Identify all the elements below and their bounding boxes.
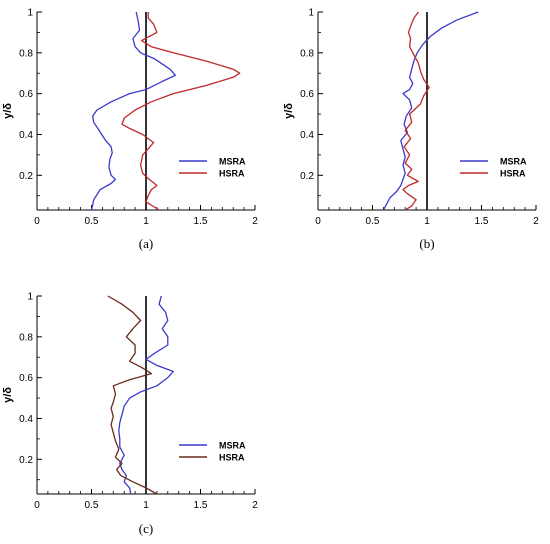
x-tick-label: 1 <box>143 500 149 511</box>
x-tick-label: 0.5 <box>85 216 99 227</box>
y-tick-label: 0.2 <box>19 171 33 182</box>
y-tick-label: 1 <box>27 292 33 303</box>
y-tick-label: 1 <box>308 8 314 19</box>
series-line-msra <box>118 295 174 495</box>
x-tick-label: 0 <box>34 500 40 511</box>
y-tick-label: 0.6 <box>19 89 33 100</box>
legend-label-hsra: HSRA <box>219 453 245 463</box>
y-tick-label: 0.2 <box>300 171 314 182</box>
panel-caption: (a) <box>139 236 153 251</box>
series-line-hsra <box>107 295 158 495</box>
panel-caption: (c) <box>139 521 153 536</box>
x-tick-label: 1.5 <box>194 216 208 227</box>
x-tick-label: 1.5 <box>475 216 489 227</box>
series-line-hsra <box>402 11 430 211</box>
y-axis-label: y/δ <box>2 387 14 403</box>
y-tick-label: 0.8 <box>19 332 33 343</box>
legend-label-msra: MSRA <box>500 157 527 167</box>
y-tick-label: 0.6 <box>300 89 314 100</box>
y-tick-label: 0.6 <box>19 373 33 384</box>
series-line-msra <box>382 11 479 211</box>
x-tick-label: 2 <box>252 500 258 511</box>
x-tick-label: 1 <box>143 216 149 227</box>
series-line-msra <box>90 11 177 211</box>
y-axis-label: y/δ <box>283 103 295 119</box>
x-tick-label: 0 <box>34 216 40 227</box>
y-tick-label: 0.4 <box>19 414 33 425</box>
x-tick-label: 2 <box>533 216 539 227</box>
x-tick-label: 1 <box>424 216 430 227</box>
legend-label-hsra: HSRA <box>500 169 526 179</box>
y-tick-label: 0.2 <box>19 455 33 466</box>
x-tick-label: 2 <box>252 216 258 227</box>
x-tick-label: 0.5 <box>85 500 99 511</box>
y-tick-label: 0.4 <box>19 130 33 141</box>
x-tick-label: 0.5 <box>366 216 380 227</box>
y-tick-label: 0.4 <box>300 130 314 141</box>
legend-label-msra: MSRA <box>219 157 246 167</box>
x-tick-label: 1.5 <box>194 500 208 511</box>
chart-panel: 0 0.5 1 1.5 2 0.2 0.4 0.6 0.8 1 y/δ MSRA HSRA (c) <box>2 292 258 537</box>
series-line-hsra <box>121 12 241 211</box>
panel-caption: (b) <box>419 236 434 251</box>
y-tick-label: 1 <box>27 8 33 19</box>
chart-panel: 0 0.5 1 1.5 2 0.2 0.4 0.6 0.8 1 y/δ MSRA HSRA (a) <box>2 8 258 252</box>
y-tick-label: 0.8 <box>300 48 314 59</box>
y-tick-label: 0.8 <box>19 48 33 59</box>
chart-panel: 0 0.5 1 1.5 2 0.2 0.4 0.6 0.8 1 y/δ MSRA HSRA (b) <box>283 8 539 252</box>
legend-label-msra: MSRA <box>219 441 246 451</box>
y-axis-label: y/δ <box>2 103 14 119</box>
legend-label-hsra: HSRA <box>219 169 245 179</box>
x-tick-label: 0 <box>315 216 321 227</box>
